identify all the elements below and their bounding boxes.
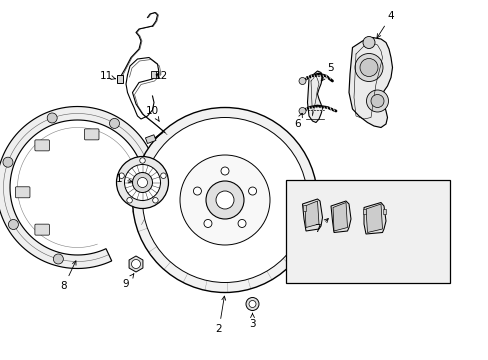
Bar <box>285 180 449 283</box>
Polygon shape <box>302 199 322 231</box>
Text: 6: 6 <box>294 113 302 129</box>
Text: 10: 10 <box>145 106 159 121</box>
FancyBboxPatch shape <box>35 224 49 235</box>
Polygon shape <box>305 201 318 228</box>
Text: 12: 12 <box>154 71 167 81</box>
Text: 3: 3 <box>249 313 255 329</box>
Circle shape <box>116 157 168 208</box>
Text: 7: 7 <box>314 219 327 234</box>
Circle shape <box>109 118 119 129</box>
Circle shape <box>298 77 305 85</box>
Circle shape <box>205 181 244 219</box>
Bar <box>303 205 305 211</box>
Circle shape <box>248 187 256 195</box>
Polygon shape <box>0 107 158 269</box>
Circle shape <box>152 198 158 203</box>
Circle shape <box>137 177 147 188</box>
Circle shape <box>298 108 305 114</box>
Polygon shape <box>365 204 382 233</box>
FancyBboxPatch shape <box>84 129 99 140</box>
Circle shape <box>238 220 245 228</box>
Circle shape <box>140 158 145 163</box>
Circle shape <box>3 157 13 167</box>
Circle shape <box>245 297 259 310</box>
Bar <box>362 208 365 214</box>
Circle shape <box>366 90 387 112</box>
Circle shape <box>126 198 132 203</box>
Circle shape <box>124 165 160 201</box>
Bar <box>382 208 385 214</box>
Circle shape <box>370 95 383 108</box>
Polygon shape <box>129 256 142 272</box>
Text: 1: 1 <box>116 174 132 184</box>
Polygon shape <box>330 201 350 233</box>
Polygon shape <box>307 71 322 122</box>
Text: 4: 4 <box>376 11 393 38</box>
Circle shape <box>131 260 140 269</box>
Circle shape <box>132 108 317 292</box>
Circle shape <box>161 173 166 179</box>
Text: 5: 5 <box>321 63 334 81</box>
Circle shape <box>248 301 256 307</box>
Circle shape <box>193 187 201 195</box>
Circle shape <box>180 155 269 245</box>
Circle shape <box>216 191 234 209</box>
Circle shape <box>354 54 382 81</box>
Text: 2: 2 <box>215 296 225 334</box>
Circle shape <box>47 113 57 123</box>
Bar <box>116 75 122 83</box>
Polygon shape <box>363 202 385 234</box>
Polygon shape <box>348 37 392 127</box>
Circle shape <box>8 220 19 230</box>
Circle shape <box>142 117 307 283</box>
Bar <box>150 71 155 77</box>
Circle shape <box>132 172 152 193</box>
Polygon shape <box>332 202 347 231</box>
Circle shape <box>362 36 374 49</box>
Text: 8: 8 <box>61 261 76 291</box>
Circle shape <box>53 254 63 264</box>
Text: 11: 11 <box>99 71 115 81</box>
Circle shape <box>119 173 124 179</box>
Circle shape <box>203 220 211 228</box>
Circle shape <box>359 59 377 77</box>
Text: 9: 9 <box>122 274 134 289</box>
FancyBboxPatch shape <box>16 187 30 198</box>
FancyBboxPatch shape <box>35 140 49 151</box>
Bar <box>145 135 156 144</box>
Circle shape <box>221 167 228 175</box>
